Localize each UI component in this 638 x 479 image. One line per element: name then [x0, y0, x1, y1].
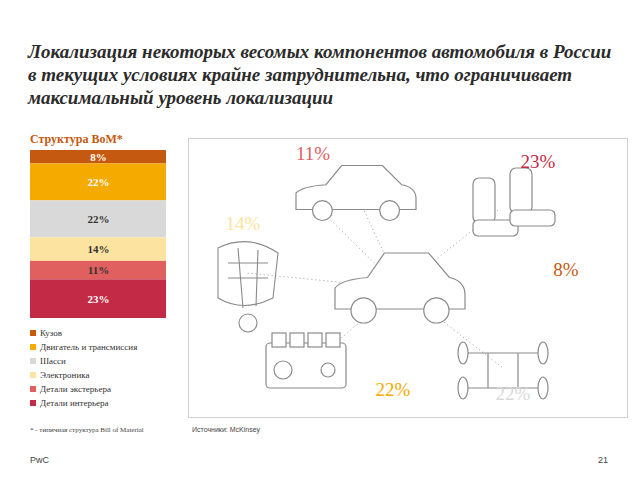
svg-text:23%: 23%	[88, 293, 110, 305]
svg-text:23%: 23%	[521, 151, 556, 172]
html-text:Локализация некоторых весомых: Локализация некоторых весомых компоненто…	[28, 41, 612, 108]
html-text:Шасси: Шасси	[40, 356, 66, 366]
html-text:PwC: PwC	[30, 455, 49, 465]
svg-text:11%: 11%	[88, 264, 109, 276]
html-text:Структура BoM*: Структура BoM*	[30, 132, 123, 146]
html-text:Источники: McKinsey: Источники: McKinsey	[192, 426, 260, 433]
svg-text:14%: 14%	[88, 243, 110, 255]
html-text:Двигатель и трансмиссия: Двигатель и трансмиссия	[40, 342, 138, 352]
svg-text:8%: 8%	[553, 259, 579, 280]
html-text:* - типичная структура Bill of: * - типичная структура Bill of Material	[30, 426, 144, 434]
html-text:Кузов: Кузов	[40, 328, 63, 338]
html-text:Электроника: Электроника	[40, 370, 90, 380]
svg-text:22%: 22%	[376, 379, 411, 400]
svg-text:22%: 22%	[496, 383, 531, 404]
svg-text:11%: 11%	[296, 143, 330, 164]
svg-text:8%: 8%	[90, 151, 107, 163]
html-text:Детали экстерьера: Детали экстерьера	[40, 384, 111, 394]
svg-text:22%: 22%	[88, 213, 110, 225]
html-text:Детали интерьера: Детали интерьера	[40, 398, 109, 408]
html-text:21: 21	[598, 455, 608, 465]
svg-text:22%: 22%	[88, 176, 110, 188]
svg-text:14%: 14%	[226, 213, 261, 234]
